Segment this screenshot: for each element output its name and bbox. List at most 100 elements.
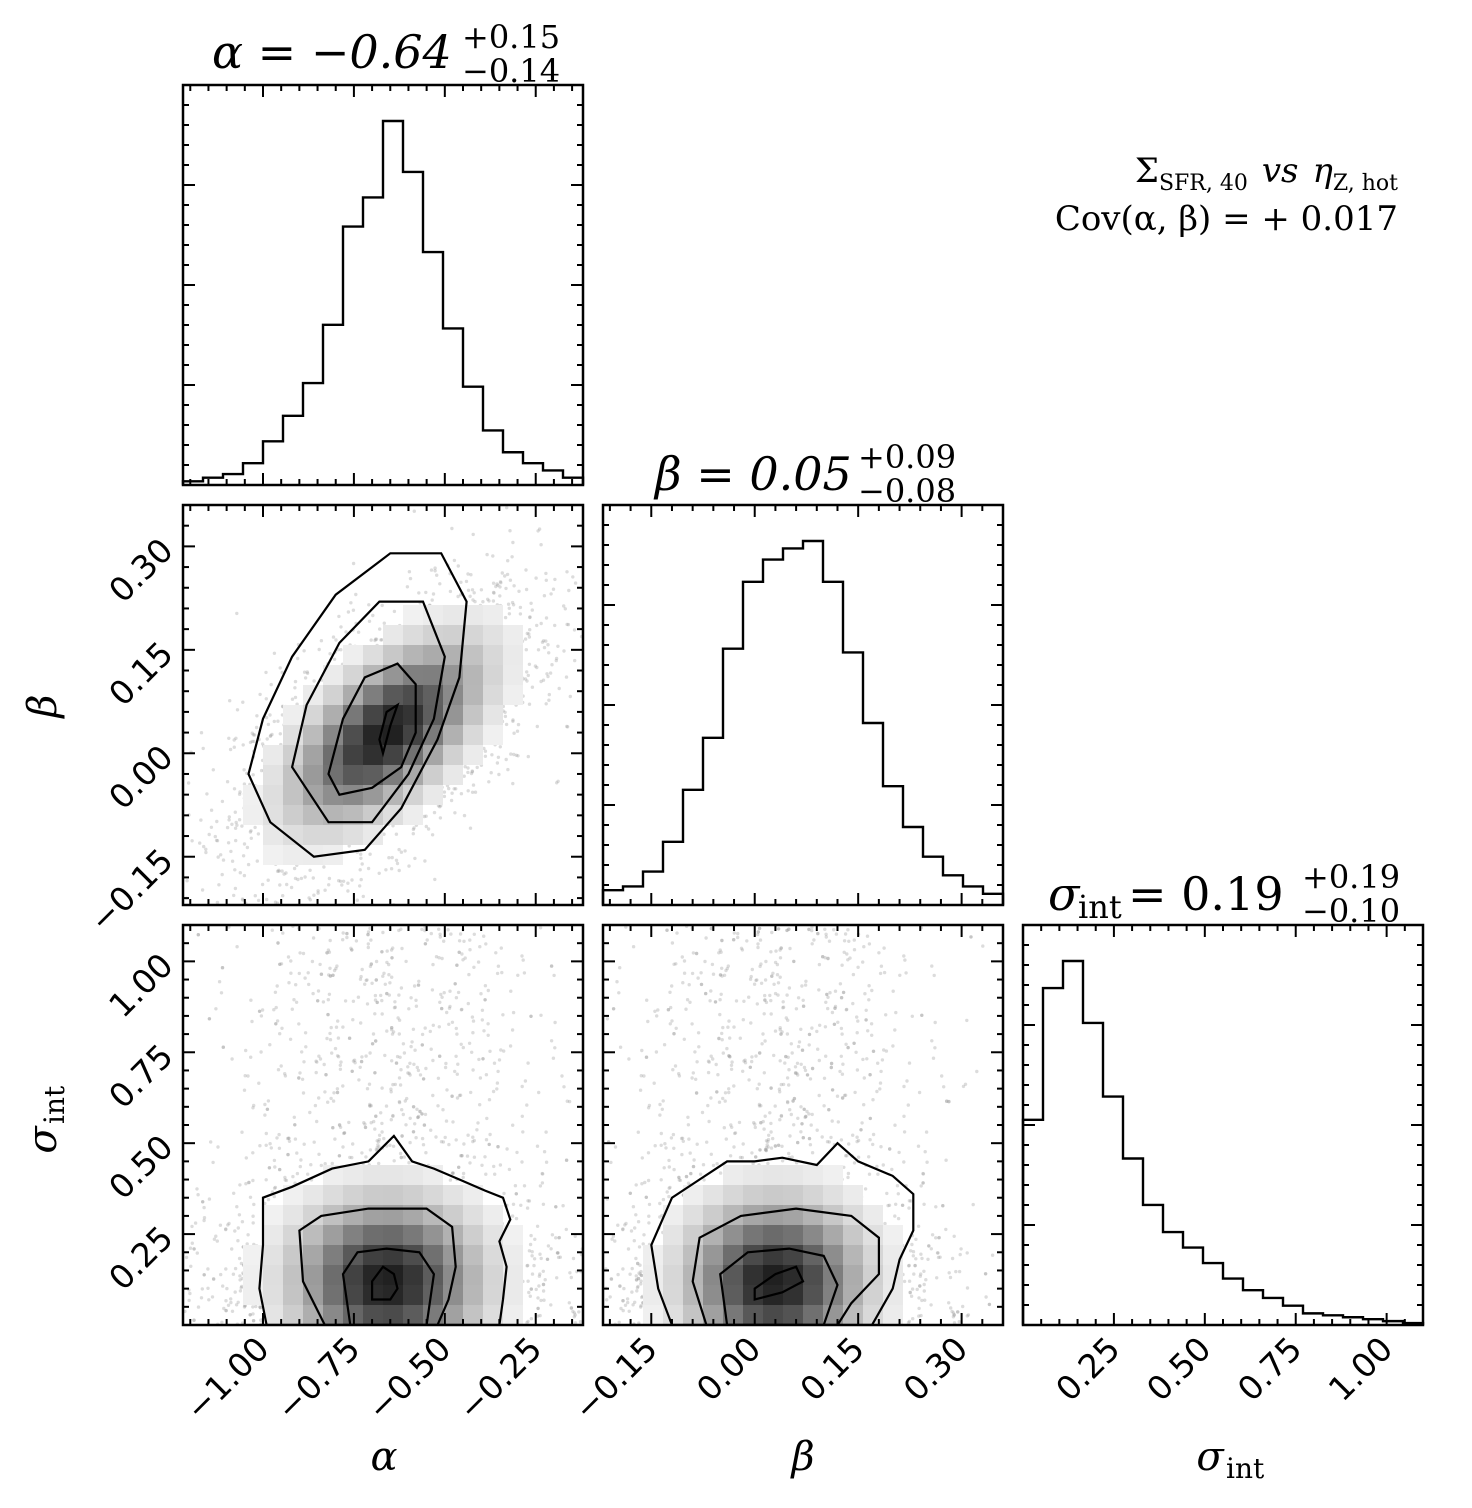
sample-point — [373, 1012, 377, 1016]
sample-point — [482, 746, 486, 751]
sample-point — [289, 971, 293, 975]
sample-point — [329, 1025, 333, 1030]
sample-point — [233, 1229, 237, 1233]
sample-point — [550, 663, 554, 667]
sample-point — [230, 859, 235, 863]
sample-point — [443, 1065, 448, 1070]
sample-point — [333, 1046, 338, 1051]
sample-point — [466, 572, 470, 576]
sample-point — [319, 639, 324, 643]
sample-point — [290, 697, 295, 701]
sample-point — [420, 1112, 424, 1116]
density-cell — [323, 825, 343, 845]
sample-point — [553, 1020, 557, 1025]
sample-point — [521, 1130, 525, 1134]
sample-point — [541, 1202, 546, 1207]
sample-point — [573, 658, 577, 663]
sample-point — [359, 852, 363, 856]
sample-point — [248, 1195, 253, 1200]
sample-point — [524, 568, 528, 572]
sample-point — [451, 1171, 455, 1175]
sample-point — [539, 1013, 543, 1017]
sample-point — [258, 692, 262, 697]
sample-point — [472, 932, 476, 936]
sample-point — [248, 740, 253, 745]
sample-point — [384, 1104, 389, 1108]
density-cell — [403, 665, 423, 685]
sample-point — [412, 509, 416, 513]
sample-point — [515, 1150, 519, 1155]
sample-point — [511, 719, 515, 723]
sample-point — [452, 558, 457, 563]
sample-point — [236, 1239, 240, 1243]
sample-point — [498, 594, 502, 598]
sample-point — [253, 894, 257, 898]
sample-point — [392, 1159, 396, 1163]
sample-point — [486, 1022, 490, 1026]
sample-point — [438, 816, 443, 820]
sample-point — [379, 1111, 383, 1115]
sample-point — [499, 581, 503, 585]
sample-point — [335, 964, 339, 968]
sample-point — [461, 958, 465, 962]
sample-point — [385, 960, 389, 965]
sample-point — [409, 996, 413, 1000]
sample-point — [303, 875, 307, 879]
sample-point — [273, 1185, 278, 1190]
sample-point — [228, 747, 233, 752]
sample-point — [391, 1082, 395, 1087]
sample-point — [466, 789, 470, 793]
sample-point — [305, 671, 310, 675]
sample-point — [256, 898, 261, 903]
sample-point — [327, 973, 331, 977]
density-cell — [343, 645, 363, 665]
sample-point — [488, 1132, 492, 1137]
sample-point — [260, 882, 265, 887]
sample-point — [244, 1156, 248, 1160]
sample-point — [292, 866, 297, 871]
sample-point — [470, 769, 474, 773]
sample-point — [512, 752, 516, 757]
sample-point — [359, 877, 363, 882]
sample-point — [366, 930, 371, 934]
sample-point — [247, 1180, 251, 1185]
sample-point — [457, 1093, 462, 1098]
sample-point — [495, 971, 500, 976]
sample-point — [202, 1273, 206, 1277]
sample-point — [269, 1146, 273, 1150]
sample-point — [408, 576, 413, 581]
sample-point — [450, 791, 454, 795]
sample-point — [516, 754, 520, 758]
sample-point — [193, 1221, 198, 1225]
sample-point — [450, 526, 454, 531]
sample-point — [359, 1059, 364, 1064]
sample-point — [373, 638, 377, 643]
density-cell — [323, 665, 343, 685]
sample-point — [368, 1148, 373, 1152]
sample-point — [335, 1054, 340, 1058]
sample-point — [304, 1045, 308, 1049]
sample-point — [571, 575, 575, 579]
sample-point — [331, 1126, 335, 1130]
sample-point — [535, 724, 539, 729]
density-cell — [463, 685, 483, 705]
sample-point — [401, 1112, 405, 1117]
sample-point — [272, 1008, 276, 1012]
sample-point — [352, 1058, 357, 1062]
sample-point — [424, 590, 428, 595]
sample-point — [317, 1152, 321, 1157]
sample-point — [260, 742, 265, 746]
sample-point — [433, 877, 437, 882]
density-cell — [403, 725, 423, 745]
sample-point — [341, 938, 345, 942]
sample-point — [354, 939, 359, 943]
sample-point — [413, 856, 417, 861]
sample-point — [242, 782, 247, 786]
sample-point — [220, 872, 224, 877]
sample-point — [375, 1145, 379, 1150]
sample-point — [338, 879, 343, 883]
sample-point — [257, 1081, 261, 1085]
sample-point — [274, 1022, 278, 1026]
sample-point — [350, 878, 354, 882]
sample-point — [312, 893, 316, 897]
